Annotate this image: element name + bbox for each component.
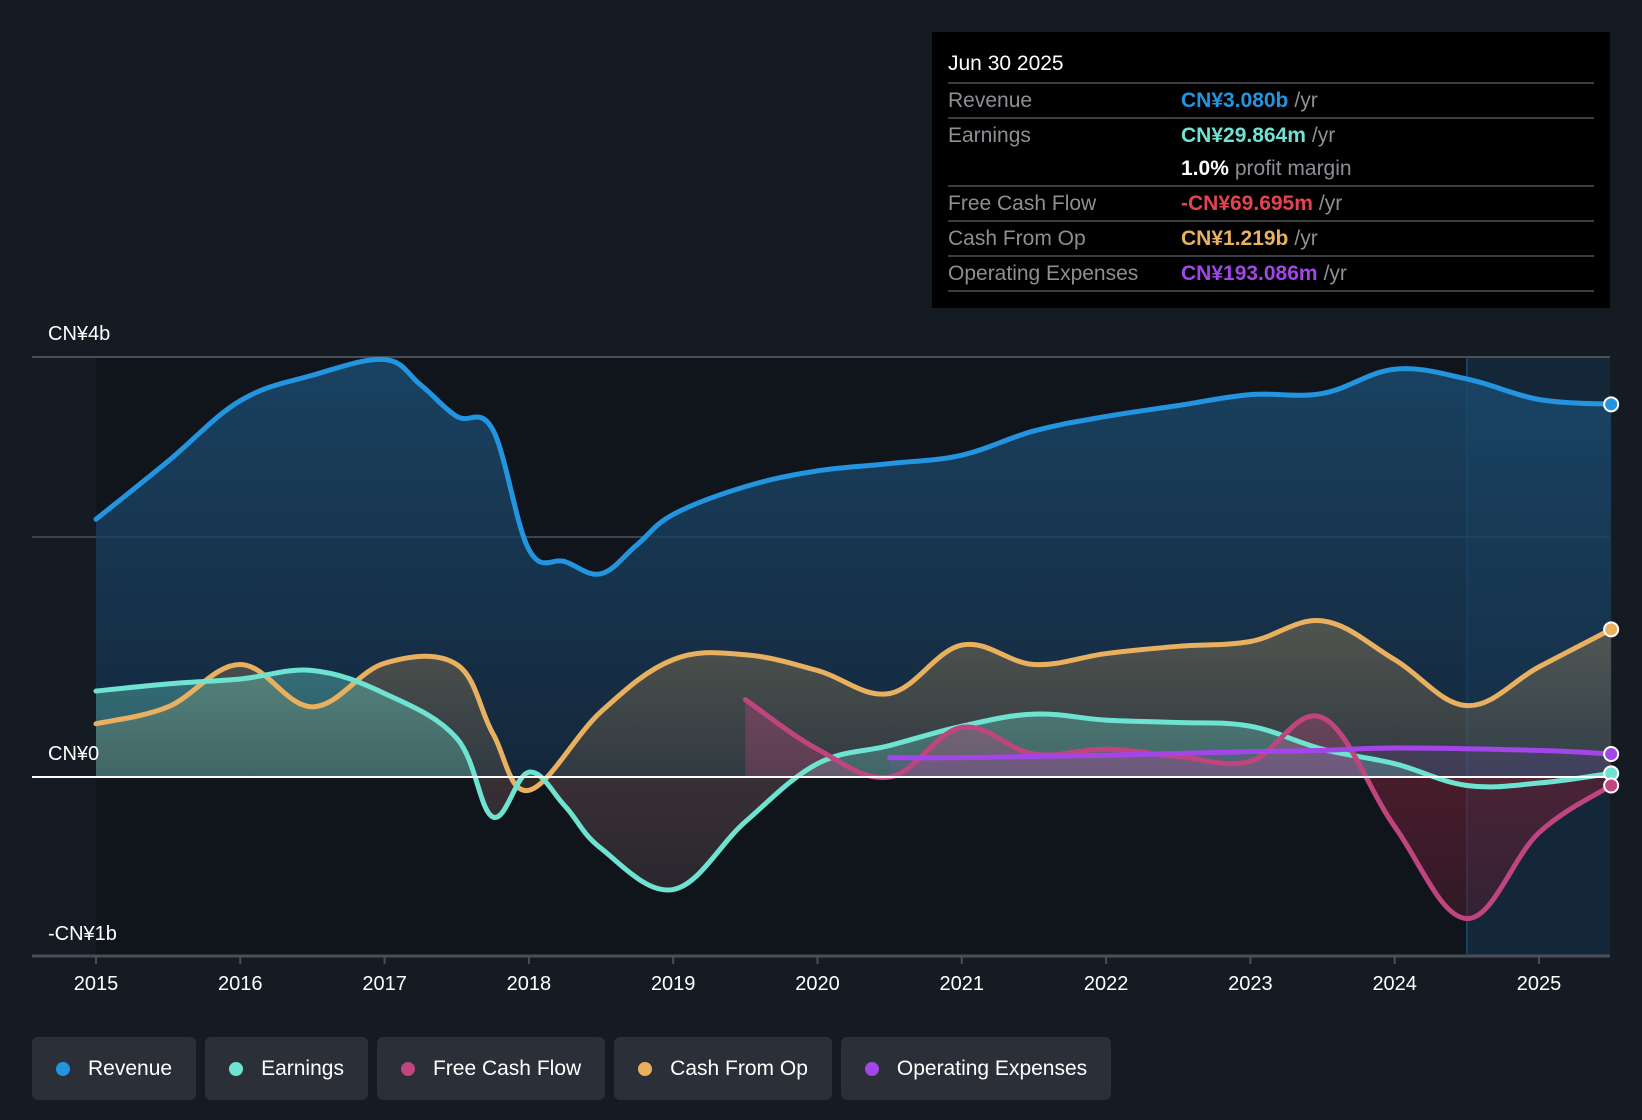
- tooltip-row-value: -CN¥69.695m: [1181, 191, 1313, 215]
- tooltip-row-value: 1.0%: [1181, 156, 1229, 180]
- tooltip-row-label: Earnings: [948, 123, 1031, 147]
- x-tick-label: 2016: [218, 973, 263, 995]
- legend-item-free-cash-flow[interactable]: Free Cash Flow: [376, 1037, 606, 1100]
- x-tick-label: 2015: [74, 973, 119, 995]
- tooltip-date: Jun 30 2025: [948, 46, 1594, 84]
- tooltip-row: 1.0% profit margin: [948, 152, 1594, 187]
- tooltip-row-unit: /yr: [1294, 226, 1318, 250]
- cash-from-op-end-point: [1603, 621, 1620, 638]
- free-cash-flow-area: [745, 699, 1612, 919]
- x-tick-label: 2017: [362, 973, 407, 995]
- legend-label: Cash From Op: [670, 1056, 808, 1080]
- tooltip-row-label: Free Cash Flow: [948, 191, 1097, 215]
- tooltip-row-value: CN¥1.219b: [1181, 226, 1289, 250]
- tooltip-panel: Jun 30 2025 Revenue CN¥3.080b/yr Earnings C…: [932, 32, 1610, 308]
- tooltip-row: Earnings CN¥29.864m/yr: [948, 119, 1594, 152]
- tooltip-row-unit: /yr: [1294, 88, 1318, 112]
- legend-dot-icon: [400, 1061, 415, 1076]
- x-tick-label: 2025: [1517, 973, 1562, 995]
- cash-from-op-line: [93, 618, 1614, 793]
- x-tick-label: 2020: [795, 973, 840, 995]
- legend-item-cash-from-op[interactable]: Cash From Op: [614, 1037, 832, 1100]
- legend-label: Free Cash Flow: [432, 1056, 582, 1080]
- legend-item-operating-expenses[interactable]: Operating Expenses: [840, 1037, 1112, 1100]
- x-tick-label: 2022: [1084, 973, 1129, 995]
- legend: Revenue Earnings Free Cash Flow Cash From O…: [32, 1037, 1112, 1100]
- operating-expenses-line: [887, 745, 1614, 761]
- legend-dot-icon: [229, 1061, 244, 1076]
- operating-expenses-end-point: [1603, 746, 1620, 763]
- y-tick-label-zero: CN¥0: [48, 743, 99, 765]
- legend-dot-icon: [638, 1061, 653, 1076]
- tooltip-row-value: CN¥193.086m: [1181, 261, 1318, 285]
- tooltip-row: Revenue CN¥3.080b/yr: [948, 84, 1594, 119]
- legend-dot-icon: [56, 1061, 70, 1076]
- tooltip-row-value: CN¥3.080b: [1181, 88, 1289, 112]
- x-tick-label: 2019: [651, 973, 696, 995]
- free-cash-flow-negative-area: [745, 777, 1612, 919]
- y-tick-label-top: CN¥4b: [48, 323, 110, 345]
- x-tick-label: 2018: [507, 973, 552, 995]
- legend-item-revenue[interactable]: Revenue: [32, 1037, 197, 1100]
- x-tick-label: 2021: [940, 973, 985, 995]
- y-tick-label-bottom: -CN¥1b: [48, 923, 117, 945]
- legend-dot-icon: [864, 1061, 879, 1076]
- tooltip-row-unit: profit margin: [1234, 156, 1352, 180]
- free-cash-flow-end-point: [1603, 777, 1620, 794]
- tooltip-row-unit: /yr: [1311, 123, 1336, 147]
- tooltip-row-unit: /yr: [1318, 191, 1343, 215]
- tooltip-row-value: CN¥29.864m: [1181, 123, 1306, 147]
- tooltip-row-unit: /yr: [1323, 261, 1347, 285]
- legend-label: Operating Expenses: [896, 1056, 1088, 1080]
- x-tick-label: 2024: [1372, 973, 1417, 995]
- revenue-end-point: [1603, 396, 1620, 413]
- legend-item-earnings[interactable]: Earnings: [205, 1037, 368, 1100]
- tooltip-row: Operating Expenses CN¥193.086m/yr: [948, 257, 1594, 292]
- tooltip-row-label: Operating Expenses: [948, 261, 1139, 285]
- x-tick-label: 2023: [1228, 973, 1273, 995]
- revenue-line: [93, 356, 1614, 577]
- tooltip-row: Cash From Op CN¥1.219b/yr: [948, 222, 1594, 257]
- tooltip-row-label: Cash From Op: [948, 226, 1086, 250]
- legend-label: Revenue: [88, 1056, 173, 1080]
- legend-label: Earnings: [261, 1056, 344, 1080]
- tooltip-row-label: Revenue: [948, 88, 1033, 112]
- tooltip-row: Free Cash Flow -CN¥69.695m/yr: [948, 187, 1594, 222]
